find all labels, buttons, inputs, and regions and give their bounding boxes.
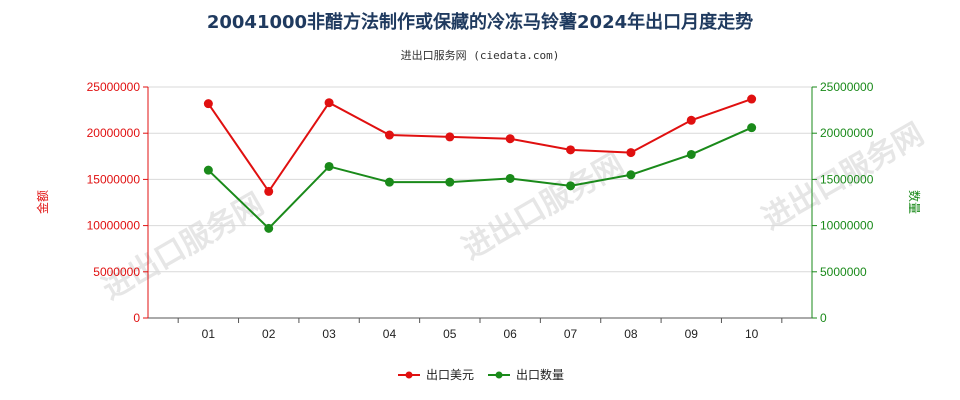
x-tick-label: 10 <box>745 327 759 341</box>
data-point-1 <box>203 99 213 109</box>
x-tick-label: 01 <box>202 327 216 341</box>
tick-labels: 0 5000000 10000000 15000000 20000000 25000000… <box>35 80 922 341</box>
data-point-1 <box>686 115 696 125</box>
x-tick-label: 06 <box>504 327 518 341</box>
left-tick-label: 0 <box>133 311 140 325</box>
chart-subtitle: 进出口服务网 (ciedata.com) <box>400 49 560 62</box>
left-axis-label: 金额 <box>35 190 50 214</box>
data-point-2 <box>505 173 515 183</box>
data-point-1 <box>384 130 394 140</box>
legend-label: 出口数量 <box>516 367 564 382</box>
left-tick-label: 20000000 <box>87 126 141 140</box>
legend-label: 出口美元 <box>426 368 474 382</box>
data-point-1 <box>566 145 576 155</box>
x-tick-label: 09 <box>685 327 699 341</box>
legend-marker <box>405 371 413 379</box>
chart-title: 20041000非醋方法制作或保藏的冷冻马铃薯2024年出口月度走势 <box>206 12 754 33</box>
axes <box>143 86 817 323</box>
watermark-text: 进出口服务网 <box>457 147 630 267</box>
data-point-2 <box>686 149 696 159</box>
x-tick-label: 07 <box>564 327 578 341</box>
legend-marker <box>495 371 503 379</box>
right-tick-label: 5000000 <box>820 265 867 279</box>
series-line-2 <box>207 126 753 230</box>
right-axis-label: 数量 <box>907 190 922 214</box>
data-point-1 <box>626 148 636 158</box>
legend: 出口美元 出口数量 <box>398 367 564 382</box>
data-point-1 <box>747 94 757 104</box>
watermark-layer: 进出口服务网 进出口服务网 进出口服务网 <box>97 117 930 307</box>
data-point-1 <box>505 134 515 144</box>
x-tick-label: 03 <box>322 327 336 341</box>
data-point-2 <box>626 170 636 180</box>
right-tick-label: 15000000 <box>820 172 874 186</box>
left-tick-label: 10000000 <box>87 219 141 233</box>
data-point-1 <box>324 98 334 108</box>
right-tick-label: 10000000 <box>820 219 874 233</box>
left-tick-label: 25000000 <box>87 80 141 94</box>
x-tick-label: 08 <box>624 327 638 341</box>
x-tick-label: 04 <box>383 327 397 341</box>
data-point-2 <box>747 123 757 133</box>
data-point-1 <box>445 132 455 142</box>
data-point-2 <box>384 177 394 187</box>
x-tick-label: 02 <box>262 327 276 341</box>
data-point-2 <box>566 181 576 191</box>
left-tick-label: 5000000 <box>93 265 140 279</box>
data-point-2 <box>445 177 455 187</box>
series-layer <box>203 94 757 233</box>
series-line-1 <box>207 98 752 194</box>
left-tick-label: 15000000 <box>87 172 141 186</box>
right-tick-label: 25000000 <box>820 80 874 94</box>
x-tick-label: 05 <box>443 327 457 341</box>
data-point-2 <box>203 165 213 175</box>
data-point-2 <box>264 223 274 233</box>
data-point-1 <box>264 186 274 196</box>
right-tick-label: 0 <box>820 311 827 325</box>
data-point-2 <box>324 161 334 171</box>
right-tick-label: 20000000 <box>820 126 874 140</box>
